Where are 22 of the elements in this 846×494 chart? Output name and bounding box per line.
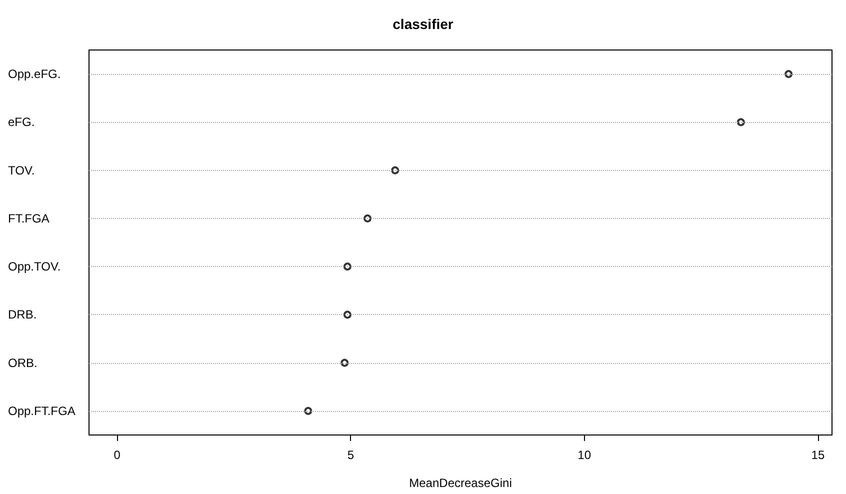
point xyxy=(343,310,352,319)
y-tick-label: Opp.FT.FGA xyxy=(8,404,76,418)
x-axis-title: MeanDecreaseGini xyxy=(409,476,512,490)
chart-title: classifier xyxy=(392,16,454,32)
y-tick-label: Opp.TOV. xyxy=(8,260,61,274)
y-tick-label: DRB. xyxy=(8,308,37,322)
x-tick-label: 5 xyxy=(347,448,354,462)
x-tick-label: 0 xyxy=(114,448,121,462)
point xyxy=(343,262,352,271)
point xyxy=(364,214,372,222)
x-tick-label: 10 xyxy=(578,448,592,462)
point xyxy=(784,70,793,78)
point xyxy=(304,406,312,415)
point xyxy=(340,358,349,367)
point xyxy=(391,166,400,174)
y-tick-label: Opp.eFG. xyxy=(8,67,61,82)
y-tick-label: eFG. xyxy=(8,115,35,130)
y-tick-label: FT.FGA xyxy=(8,211,50,226)
x-tick-label: 15 xyxy=(811,448,825,462)
point xyxy=(736,118,745,126)
y-tick-label: ORB. xyxy=(8,356,38,370)
y-tick-label: TOV. xyxy=(8,163,35,178)
